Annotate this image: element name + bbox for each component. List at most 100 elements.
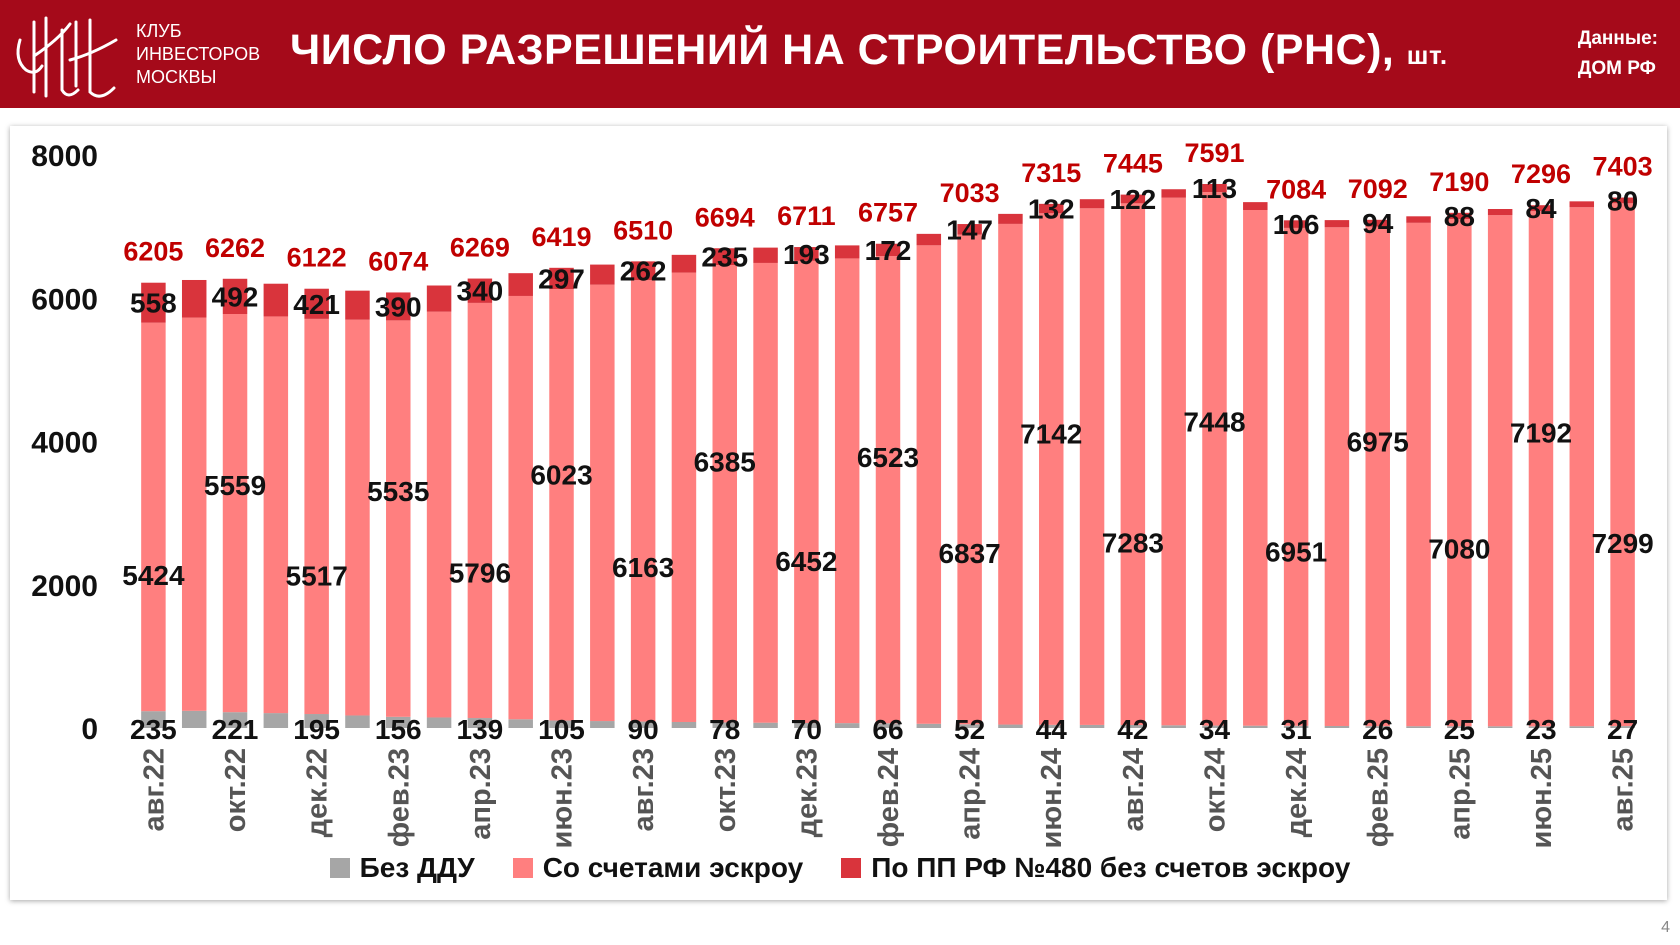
bar-segment-pp480 — [590, 264, 615, 285]
data-label-total: 7591 — [1184, 138, 1244, 168]
bar-segment-pp480 — [630, 261, 656, 281]
bar-segment-no-ddu — [386, 716, 411, 728]
bar-segment-escrow — [794, 260, 819, 723]
y-tick-label: 8000 — [31, 140, 98, 173]
bar-segment-escrow — [1528, 211, 1554, 727]
bar-segment-escrow — [345, 319, 370, 716]
bar-segment-escrow — [141, 322, 166, 712]
x-tick-label: авг.22 — [138, 748, 170, 831]
bar-segment-escrow — [1487, 215, 1513, 727]
bar-segment-escrow — [1569, 207, 1595, 727]
data-label-escrow: 5796 — [449, 558, 511, 589]
source-name: ДОМ РФ — [1577, 58, 1656, 79]
data-label-pp480: 297 — [538, 263, 585, 294]
data-label-pp480: 262 — [620, 256, 667, 287]
data-label-pp480: 235 — [701, 242, 748, 273]
bar-segment-escrow — [590, 284, 615, 722]
bar-segment-no-ddu — [1079, 724, 1105, 728]
bar-segment-pp480 — [1406, 216, 1431, 223]
bar-segment-escrow — [875, 256, 901, 724]
data-label-total: 7315 — [1021, 158, 1081, 188]
data-label-pp480: 122 — [1110, 184, 1157, 215]
bar-segment-escrow — [998, 223, 1023, 725]
data-label-total: 6262 — [205, 233, 265, 263]
bar-segment-escrow — [263, 316, 289, 714]
bar-segment-no-ddu — [426, 717, 452, 728]
bar-segment-escrow — [834, 258, 860, 724]
data-label-no-ddu: 195 — [293, 714, 340, 745]
bar-segment-pp480 — [1243, 202, 1268, 211]
bar-segment-escrow — [1406, 222, 1431, 727]
bar-segment-pp480 — [141, 282, 166, 323]
bar-segment-no-ddu — [1487, 726, 1513, 728]
data-label-pp480: 113 — [1192, 173, 1237, 204]
data-label-no-ddu: 70 — [791, 714, 822, 745]
bar-segment-no-ddu — [1120, 724, 1146, 728]
bar-segment-pp480 — [1039, 203, 1064, 214]
y-tick-label: 6000 — [31, 283, 98, 316]
x-tick-label: окт.22 — [220, 748, 252, 832]
bar-segment-no-ddu — [1569, 726, 1595, 728]
data-label-total: 6711 — [777, 201, 836, 231]
bar-segment-escrow — [1202, 192, 1227, 726]
bar-segment-pp480 — [1324, 220, 1350, 228]
bar-segment-no-ddu — [1365, 726, 1390, 728]
bar-segment-pp480 — [426, 285, 452, 312]
bar-segment-escrow — [508, 295, 533, 720]
y-tick-label: 0 — [81, 713, 98, 746]
bar-segment-no-ddu — [181, 710, 207, 728]
legend-swatch-pp480 — [841, 858, 862, 878]
bar-segment-escrow — [1324, 227, 1350, 726]
bar-segment-no-ddu — [916, 723, 942, 728]
bar-segment-pp480 — [1610, 197, 1635, 204]
x-tick-label: июн.25 — [1526, 748, 1558, 848]
data-label-total: 6074 — [368, 246, 428, 276]
title-text: ЧИСЛО РАЗРЕШЕНИЙ НА СТРОИТЕЛЬСТВО (РНС), — [290, 26, 1395, 74]
x-tick-label: авг.24 — [1118, 748, 1150, 831]
data-label-no-ddu: 235 — [130, 714, 177, 745]
legend-label-no-ddu: Без ДДУ — [359, 852, 475, 883]
data-label-no-ddu: 90 — [628, 714, 659, 745]
data-label-no-ddu: 26 — [1362, 714, 1393, 745]
bar-segment-no-ddu — [671, 721, 697, 728]
bar-segment-pp480 — [1079, 199, 1105, 209]
bar-segment-pp480 — [753, 247, 778, 263]
x-tick-label: фев.24 — [873, 748, 905, 847]
data-label-pp480: 172 — [865, 235, 912, 266]
bar-segment-pp480 — [263, 283, 289, 317]
data-label-no-ddu: 52 — [954, 714, 985, 745]
data-label-escrow: 6523 — [857, 442, 919, 473]
bar-segment-no-ddu — [630, 721, 656, 728]
bar-segment-escrow — [549, 289, 574, 721]
data-label-pp480: 492 — [212, 281, 259, 312]
x-tick-label: апр.23 — [465, 748, 497, 840]
data-label-total: 7084 — [1266, 174, 1326, 204]
bar-segment-escrow — [916, 245, 942, 724]
data-label-escrow: 6385 — [694, 447, 756, 478]
bar-segment-pp480 — [794, 247, 819, 261]
data-label-pp480: 340 — [457, 276, 504, 307]
bar-segment-escrow — [181, 317, 207, 711]
bar-segment-no-ddu — [304, 714, 329, 728]
data-label-pp480: 106 — [1273, 209, 1320, 240]
data-label-pp480: 88 — [1444, 201, 1475, 232]
data-label-escrow: 6837 — [938, 538, 1000, 569]
data-label-escrow: 6975 — [1347, 426, 1409, 457]
x-tick-label: окт.23 — [710, 748, 742, 832]
bar-segment-no-ddu — [998, 724, 1023, 728]
data-label-pp480: 390 — [375, 291, 422, 322]
data-label-no-ddu: 156 — [375, 714, 422, 745]
legend-swatch-no-ddu — [329, 858, 350, 878]
club-logo-icon — [16, 16, 118, 98]
bar-segment-pp480 — [386, 292, 411, 321]
bar-segment-pp480 — [304, 288, 329, 319]
bar-segment-no-ddu — [753, 722, 778, 728]
bar-segment-no-ddu — [1528, 726, 1554, 728]
data-label-total: 6419 — [531, 222, 591, 252]
bar-segment-no-ddu — [794, 722, 819, 728]
club-name-line-3: МОСКВЫ — [136, 67, 217, 87]
bar-segment-no-ddu — [1324, 725, 1350, 728]
data-label-pp480: 132 — [1028, 194, 1075, 225]
bar-segment-no-ddu — [712, 722, 737, 728]
bar-segment-no-ddu — [345, 715, 370, 728]
